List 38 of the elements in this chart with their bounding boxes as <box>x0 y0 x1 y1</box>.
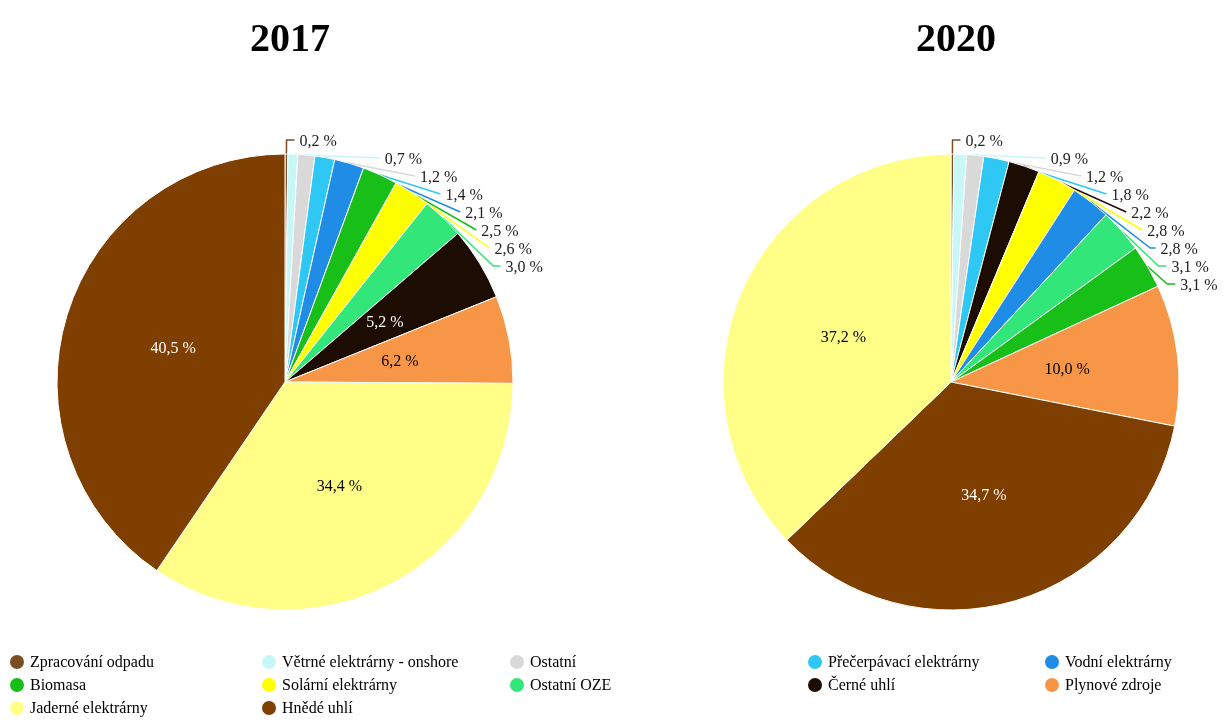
chart-title: 2020 <box>916 14 996 60</box>
legend-label: Přečerpávací elektrárny <box>827 652 980 671</box>
legend-label: Větrné elektrárny - onshore <box>281 652 459 671</box>
data-label: 1,4 % <box>445 185 483 203</box>
data-label: 2,2 % <box>1131 203 1169 221</box>
legend-label: Jaderné elektrárny <box>29 698 148 717</box>
legend-label: Hnědé uhlí <box>281 698 353 717</box>
data-label: 3,1 % <box>1180 275 1218 293</box>
data-label: 37,2 % <box>820 327 866 345</box>
legend-label: Plynové zdroje <box>1064 675 1162 694</box>
data-label: 0,2 % <box>299 131 337 149</box>
data-label: 34,7 % <box>961 485 1007 503</box>
data-label: 6,2 % <box>381 351 419 369</box>
data-label: 2,6 % <box>494 239 532 257</box>
legend-label: Ostatní <box>529 652 577 671</box>
data-label: 1,2 % <box>420 167 458 185</box>
data-label: 2,1 % <box>465 203 503 221</box>
data-label: 1,2 % <box>1086 167 1124 185</box>
data-label: 2,8 % <box>1147 221 1185 239</box>
data-label: 0,7 % <box>384 149 423 167</box>
data-label: 2,5 % <box>481 221 519 239</box>
data-label: 40,5 % <box>150 339 196 357</box>
data-label: 3,0 % <box>505 257 543 275</box>
data-label: 2,8 % <box>1160 239 1198 257</box>
chart-title: 2017 <box>250 14 330 60</box>
legend-label: Zpracování odpadu <box>29 652 154 671</box>
data-label: 1,8 % <box>1111 185 1149 203</box>
legend-label: Biomasa <box>29 675 86 694</box>
data-label: 10,0 % <box>1044 359 1090 377</box>
data-label: 0,2 % <box>965 131 1003 149</box>
legend-label: Černé uhlí <box>827 675 896 694</box>
data-label: 3,1 % <box>1171 257 1209 275</box>
data-label: 0,9 % <box>1050 149 1089 167</box>
legend-label: Vodní elektrárny <box>1064 652 1172 671</box>
data-label: 34,4 % <box>316 477 363 495</box>
legend-label: Ostatní OZE <box>529 675 612 694</box>
data-label: 5,2 % <box>366 312 404 330</box>
legend-label: Solární elektrárny <box>281 675 398 694</box>
